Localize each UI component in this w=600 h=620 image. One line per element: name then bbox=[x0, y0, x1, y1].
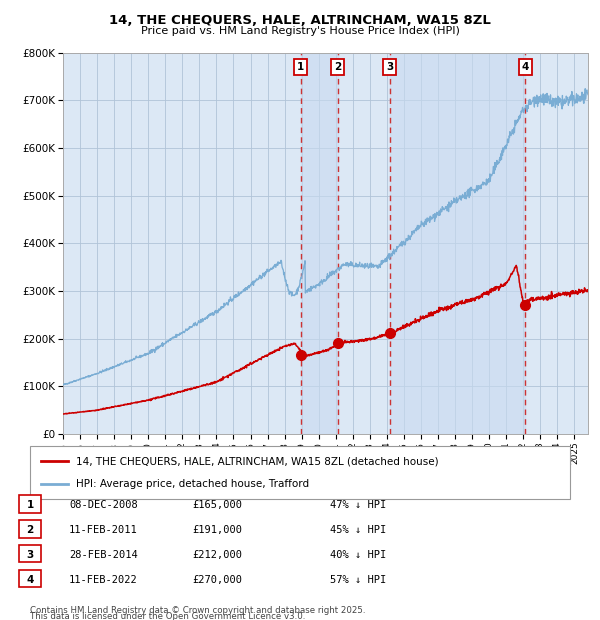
Text: £191,000: £191,000 bbox=[192, 525, 242, 535]
Text: 14, THE CHEQUERS, HALE, ALTRINCHAM, WA15 8ZL: 14, THE CHEQUERS, HALE, ALTRINCHAM, WA15… bbox=[109, 14, 491, 27]
Bar bbox=[389, 53, 525, 434]
Text: This data is licensed under the Open Government Licence v3.0.: This data is licensed under the Open Gov… bbox=[30, 612, 305, 620]
Bar bbox=[301, 53, 338, 434]
Text: 40% ↓ HPI: 40% ↓ HPI bbox=[330, 550, 386, 560]
Text: Price paid vs. HM Land Registry's House Price Index (HPI): Price paid vs. HM Land Registry's House … bbox=[140, 26, 460, 36]
Text: 2: 2 bbox=[26, 525, 34, 535]
FancyBboxPatch shape bbox=[30, 446, 570, 499]
Text: HPI: Average price, detached house, Trafford: HPI: Average price, detached house, Traf… bbox=[76, 479, 309, 489]
Text: 1: 1 bbox=[26, 500, 34, 510]
Text: 3: 3 bbox=[26, 550, 34, 560]
Text: 14, THE CHEQUERS, HALE, ALTRINCHAM, WA15 8ZL (detached house): 14, THE CHEQUERS, HALE, ALTRINCHAM, WA15… bbox=[76, 456, 439, 466]
Text: 1: 1 bbox=[297, 62, 304, 72]
Text: 57% ↓ HPI: 57% ↓ HPI bbox=[330, 575, 386, 585]
Text: 08-DEC-2008: 08-DEC-2008 bbox=[69, 500, 138, 510]
Text: 4: 4 bbox=[521, 62, 529, 72]
Text: 11-FEB-2022: 11-FEB-2022 bbox=[69, 575, 138, 585]
Text: 28-FEB-2014: 28-FEB-2014 bbox=[69, 550, 138, 560]
Text: £212,000: £212,000 bbox=[192, 550, 242, 560]
Text: 2: 2 bbox=[334, 62, 341, 72]
Text: £270,000: £270,000 bbox=[192, 575, 242, 585]
Text: 11-FEB-2011: 11-FEB-2011 bbox=[69, 525, 138, 535]
Text: £165,000: £165,000 bbox=[192, 500, 242, 510]
Text: Contains HM Land Registry data © Crown copyright and database right 2025.: Contains HM Land Registry data © Crown c… bbox=[30, 606, 365, 615]
Text: 45% ↓ HPI: 45% ↓ HPI bbox=[330, 525, 386, 535]
Text: 3: 3 bbox=[386, 62, 393, 72]
Text: 47% ↓ HPI: 47% ↓ HPI bbox=[330, 500, 386, 510]
Text: 4: 4 bbox=[26, 575, 34, 585]
